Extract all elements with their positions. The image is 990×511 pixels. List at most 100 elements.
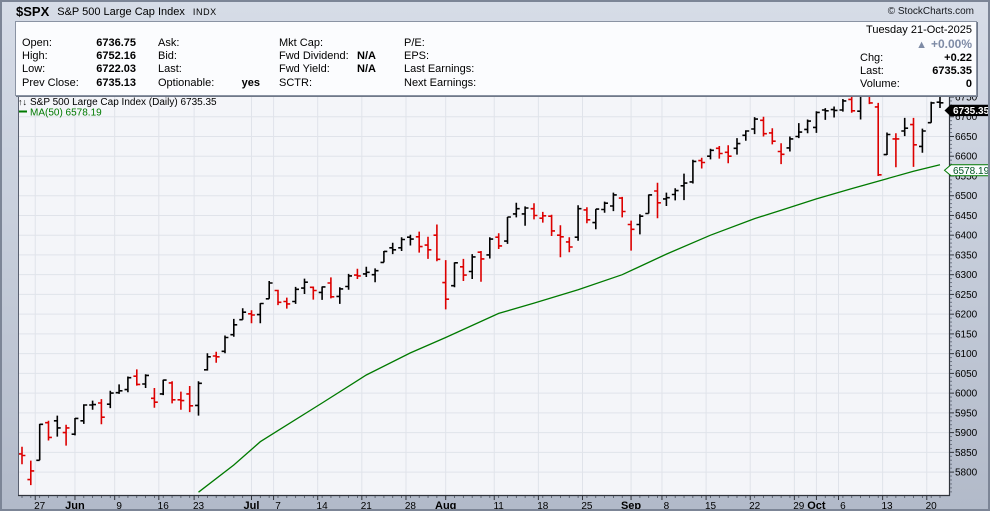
ohlc-bar — [910, 117, 917, 167]
ohlc-bar — [530, 203, 538, 220]
field-label: EPS: — [404, 50, 430, 63]
quote-row: Bid: — [158, 49, 260, 62]
y-axis-label: 6600 — [955, 152, 978, 163]
x-axis-label: 15 — [705, 501, 717, 511]
ohlc-bar — [866, 97, 873, 105]
ohlc-bar — [380, 250, 388, 264]
summary-label: Volume: — [860, 78, 900, 91]
y-axis-label: 6650 — [955, 132, 978, 143]
ohlc-bar — [724, 145, 732, 164]
ohlc-bar — [521, 206, 529, 226]
ohlc-bar — [362, 266, 370, 277]
ohlc-bar — [415, 231, 423, 253]
ohlc-bar — [751, 117, 758, 135]
y-axis-label: 6400 — [955, 231, 978, 242]
y-axis-label: 6300 — [955, 270, 978, 281]
x-axis-label: 23 — [193, 501, 205, 511]
ohlc-bar — [115, 384, 123, 394]
ohlc-bar — [689, 159, 697, 184]
summary-label: Last: — [860, 65, 884, 78]
x-axis-label: 20 — [926, 501, 938, 511]
ticker-name: S&P 500 Large Cap Index — [57, 5, 185, 18]
ohlc-bar — [151, 388, 158, 408]
ohlc-bar — [142, 374, 149, 388]
ohlc-bar — [477, 251, 485, 282]
ohlc-bar — [830, 106, 838, 118]
ticker-symbol: $SPX — [16, 4, 50, 19]
y-axis-label: 5800 — [955, 468, 978, 479]
ohlc-bar — [318, 286, 326, 300]
x-axis-label: 21 — [361, 501, 373, 511]
ohlc-bar — [248, 310, 255, 324]
quote-row: Mkt Cap: — [279, 36, 404, 49]
y-axis-label: 6750 — [955, 93, 978, 104]
y-axis-label: 6050 — [955, 369, 978, 380]
ohlc-bar — [618, 196, 626, 218]
x-axis-label: Jul — [244, 500, 260, 511]
ohlc-bar — [45, 420, 52, 441]
x-axis-label: 16 — [158, 501, 170, 511]
y-axis-label: 6450 — [955, 211, 978, 222]
ohlc-bar — [195, 381, 202, 416]
quote-row: Last Earnings: — [404, 63, 524, 76]
summary-row: Last: 6735.35 — [860, 64, 972, 77]
ticker-exchange: INDX — [192, 6, 217, 17]
ohlc-bar — [159, 379, 167, 396]
ohlc-bar — [177, 391, 185, 410]
ohlc-bar — [354, 268, 361, 279]
stockcharts-copyright: © StockCharts.com — [887, 6, 974, 17]
ohlc-bar — [592, 208, 600, 230]
field-label: Open: — [22, 36, 52, 49]
ohlc-bar — [18, 446, 26, 465]
quote-row: Optionable: yes — [158, 76, 260, 89]
chart-legend-title: S&P 500 Large Cap Index (Daily) 6735.35 — [30, 97, 217, 108]
ohlc-bar — [133, 369, 141, 386]
updown-arrows-icon[interactable]: ↑↓ — [18, 97, 27, 107]
ohlc-bar — [80, 404, 88, 424]
x-axis-label: Sep — [621, 500, 641, 511]
x-axis-label: 25 — [581, 501, 593, 511]
field-label: Bid: — [158, 50, 177, 63]
ohlc-bar — [795, 123, 803, 139]
quote-summary: Tuesday 21-Oct-2025 ▲ +0.00% Chg: +0.22 Las… — [812, 24, 972, 91]
ohlc-bar — [874, 102, 882, 176]
y-axis-label: 6100 — [955, 349, 978, 360]
x-axis-label: 27 — [34, 501, 46, 511]
field-label: Last Earnings: — [404, 63, 475, 76]
ohlc-bar — [601, 201, 608, 213]
y-axis-label: 6550 — [955, 171, 978, 182]
field-value: 6735.13 — [96, 76, 136, 89]
ohlc-bar — [927, 101, 935, 124]
ohlc-bar — [98, 399, 105, 425]
ohlc-bar — [557, 225, 564, 258]
ma-legend-label: MA(50) 6578.19 — [30, 108, 102, 119]
ohlc-bar — [230, 318, 238, 337]
ohlc-bar — [486, 237, 494, 259]
title-bar: $SPX S&P 500 Large Cap Index INDX © Stoc… — [16, 3, 974, 20]
ohlc-bar — [610, 192, 617, 212]
last-price-tag-text: 6735.35 — [953, 106, 990, 117]
ohlc-bar — [733, 138, 741, 155]
ohlc-bar — [468, 254, 476, 279]
x-axis-label: Aug — [435, 500, 456, 511]
summary-row: Volume: 0 — [860, 78, 972, 91]
last-price-tag-arrow — [944, 104, 951, 117]
ohlc-bar — [857, 97, 862, 120]
quote-row: Low: 6722.03 — [22, 63, 136, 76]
x-axis-label: 29 — [793, 501, 805, 511]
ohlc-bar — [936, 97, 944, 108]
x-axis-label: 13 — [881, 501, 893, 511]
quote-col-fundamentals: Mkt Cap: Fwd Dividend: N/A Fwd Yield: N/A SCT… — [279, 36, 404, 90]
ohlc-bar — [627, 220, 635, 251]
quote-col-earnings: P/E: EPS: Last Earnings: Next Earnings: — [404, 36, 524, 90]
ohlc-bar — [309, 286, 317, 300]
x-axis-label: 14 — [317, 501, 329, 511]
ohlc-bar — [398, 237, 405, 251]
ohlc-bar — [460, 258, 467, 281]
up-triangle-icon: ▲ — [916, 39, 927, 51]
ohlc-bar — [680, 173, 688, 201]
ohlc-bar — [283, 297, 291, 309]
ohlc-bar — [345, 273, 352, 290]
